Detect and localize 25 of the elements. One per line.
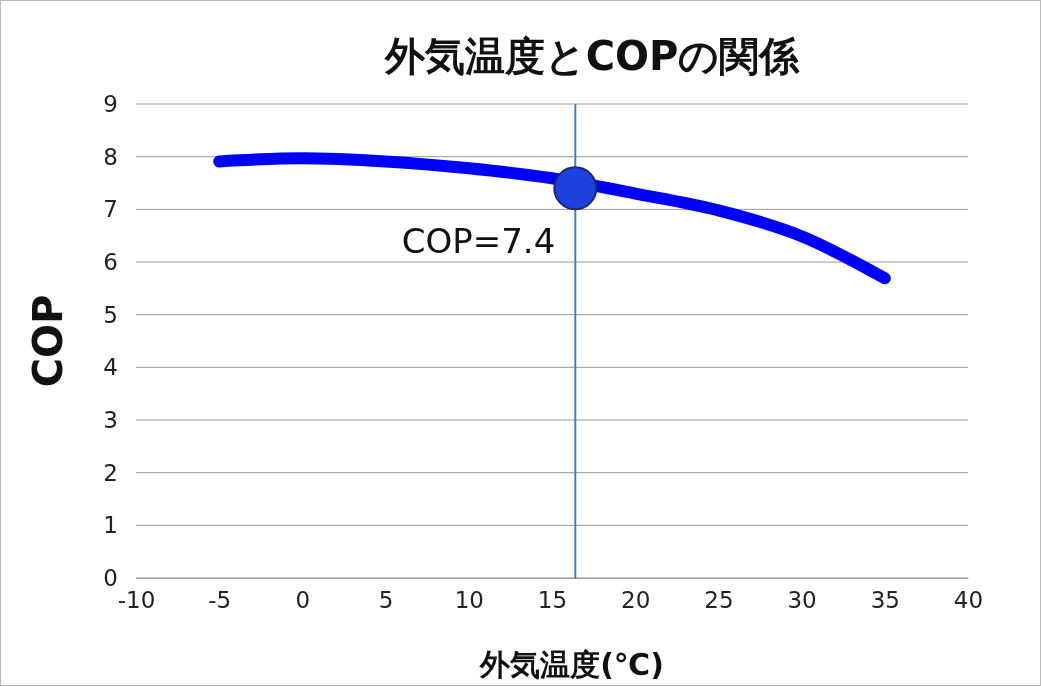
chart-title: 外気温度とCOPの関係 [383,33,801,79]
x-tick-label: 20 [621,587,651,614]
x-tick-label: 5 [378,587,394,614]
y-tick-label: 3 [103,406,118,433]
y-tick-label: 5 [103,301,118,328]
x-tick-label: 25 [704,587,734,614]
x-tick-label: -5 [208,587,232,614]
y-tick-label: 6 [103,248,118,275]
y-tick-label: 8 [103,143,118,170]
x-tick-label: 0 [295,587,311,614]
y-tick-label: 2 [103,459,118,486]
x-axis-title: 外気温度(℃) [479,647,664,682]
y-tick-label: 1 [103,512,118,539]
y-tick-label: 0 [103,564,118,591]
x-tick-label: 15 [537,587,568,614]
x-tick-label: 40 [953,587,984,614]
y-tick-label: 7 [103,196,118,223]
y-axis-title: COP [25,294,71,388]
x-tick-label: 10 [454,587,484,614]
y-tick-label: 9 [103,90,118,117]
y-tick-label: 4 [103,354,118,381]
x-tick-label: 30 [787,587,817,614]
annotation: COP=7.4 [401,221,556,262]
x-tick-label: -10 [117,587,156,614]
x-tick-label: 35 [870,587,900,614]
